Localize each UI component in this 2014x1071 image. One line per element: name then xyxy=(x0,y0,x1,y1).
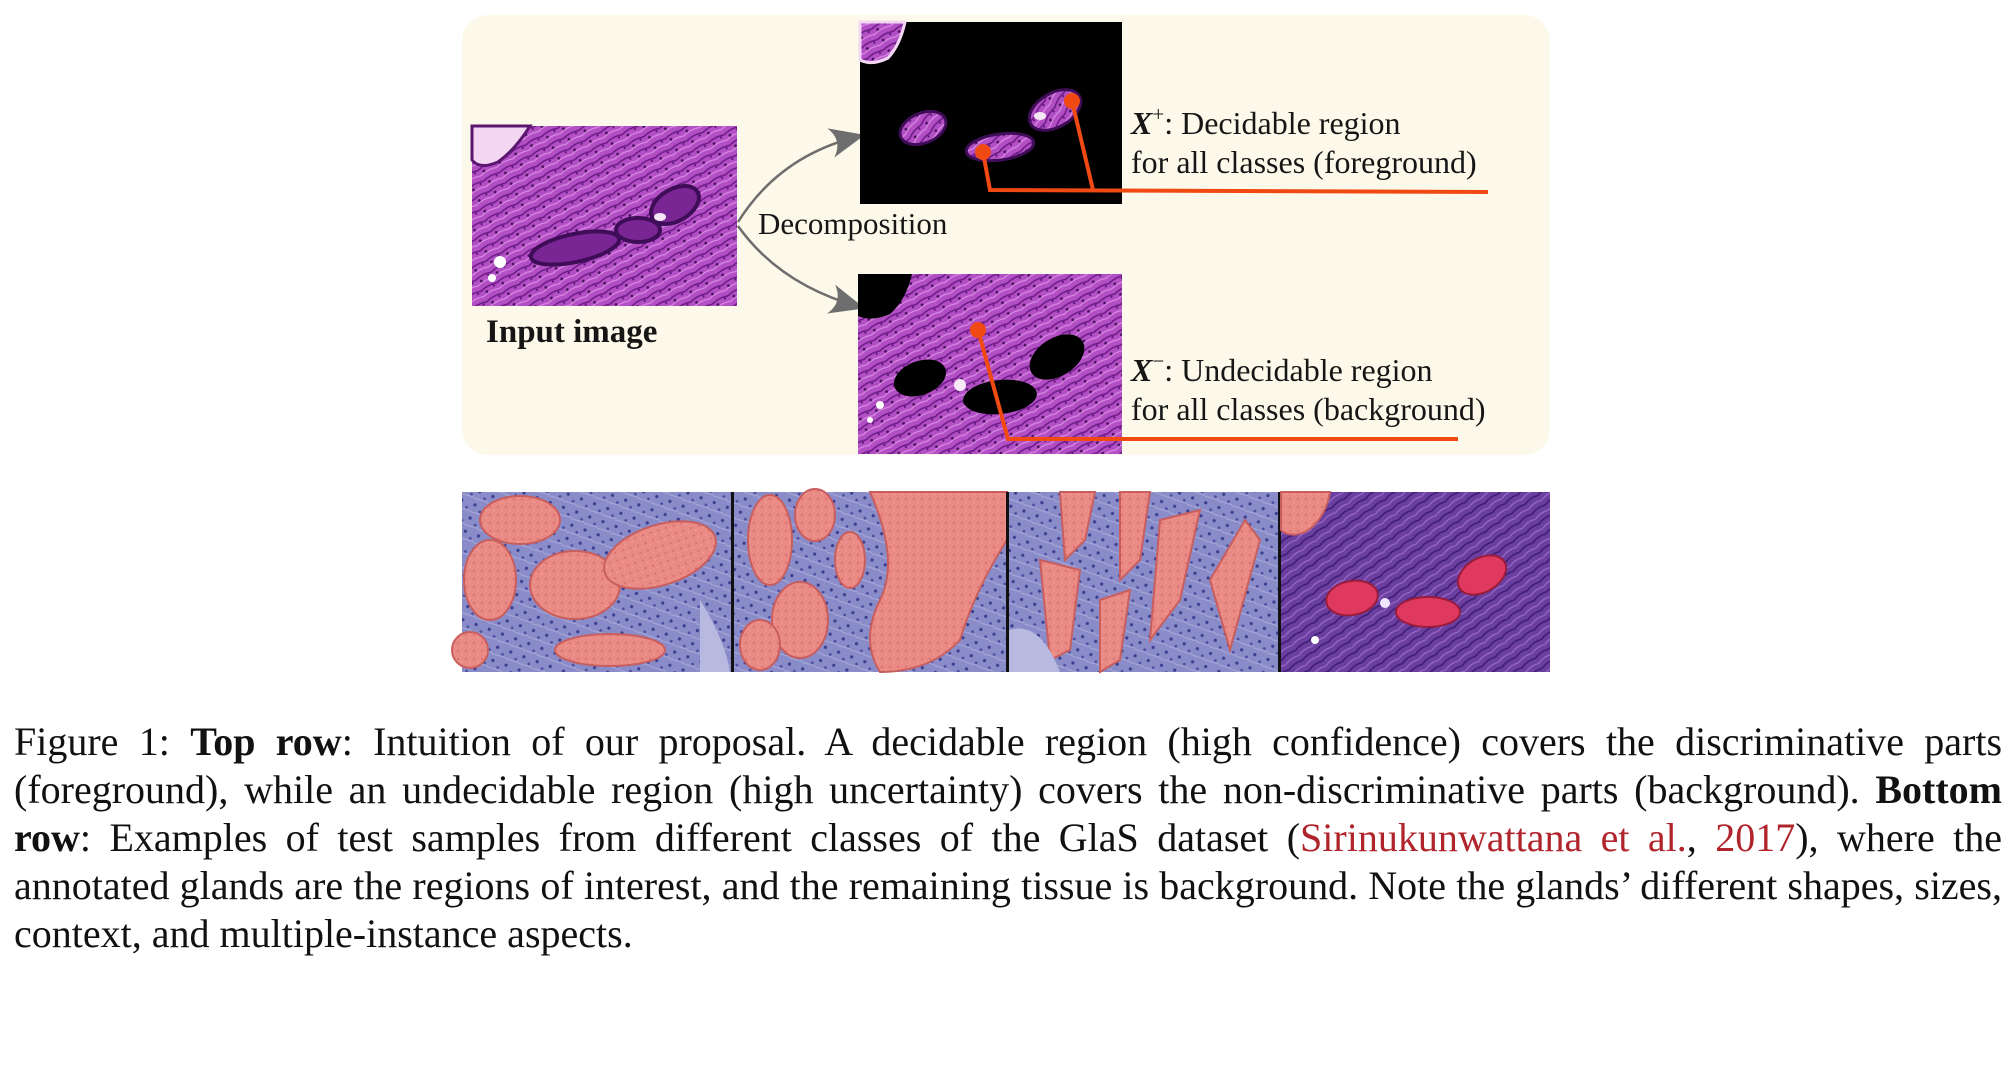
foreground-label-line1: X+: Decidable region xyxy=(1131,102,1401,141)
background-sup: − xyxy=(1152,349,1165,373)
background-symbol: X xyxy=(1131,352,1153,388)
foreground-image xyxy=(858,20,1122,204)
caption-part3: ), where the annotated glands are the re… xyxy=(14,815,2002,956)
figure-graphics xyxy=(451,20,1550,674)
citation-authors-link[interactable]: Sirinukunwattana et al. xyxy=(1300,815,1687,860)
caption-prefix: Figure 1: xyxy=(14,719,191,764)
foreground-sup: + xyxy=(1152,102,1165,126)
sample-4 xyxy=(1280,491,1550,672)
background-label-line2: for all classes (background) xyxy=(1131,391,1486,427)
background-desc: : Undecidable region xyxy=(1164,352,1433,388)
figure-caption: Figure 1: Top row: Intuition of our prop… xyxy=(14,718,2002,958)
sample-3 xyxy=(1009,491,1279,674)
caption-bottom-row-label: Bottom row xyxy=(14,767,2002,860)
sample-2 xyxy=(734,488,1008,674)
foreground-symbol: X xyxy=(1131,105,1153,141)
foreground-label-line2: for all classes (foreground) xyxy=(1131,144,1477,180)
citation-separator: , xyxy=(1686,815,1716,860)
input-image xyxy=(470,124,737,306)
foreground-desc: : Decidable region xyxy=(1164,105,1401,141)
decomposition-arrow-up xyxy=(736,128,865,223)
background-image xyxy=(858,274,1122,454)
caption-part2: : Examples of test samples from differen… xyxy=(79,815,1301,860)
caption-top-row-label: Top row xyxy=(190,719,342,764)
input-image-label: Input image xyxy=(486,314,658,350)
caption-part1: : Intuition of our proposal. A decidable… xyxy=(14,719,2003,812)
foreground-pointer xyxy=(975,93,1489,194)
background-pointer xyxy=(970,322,1458,441)
citation-year-link[interactable]: 2017 xyxy=(1715,815,1796,860)
sample-1 xyxy=(451,492,732,672)
background-label-line1: X−: Undecidable region xyxy=(1131,349,1433,388)
bottom-row-samples xyxy=(451,488,1550,674)
decomposition-label: Decomposition xyxy=(758,206,948,241)
decomposition-arrow-down xyxy=(736,225,865,314)
